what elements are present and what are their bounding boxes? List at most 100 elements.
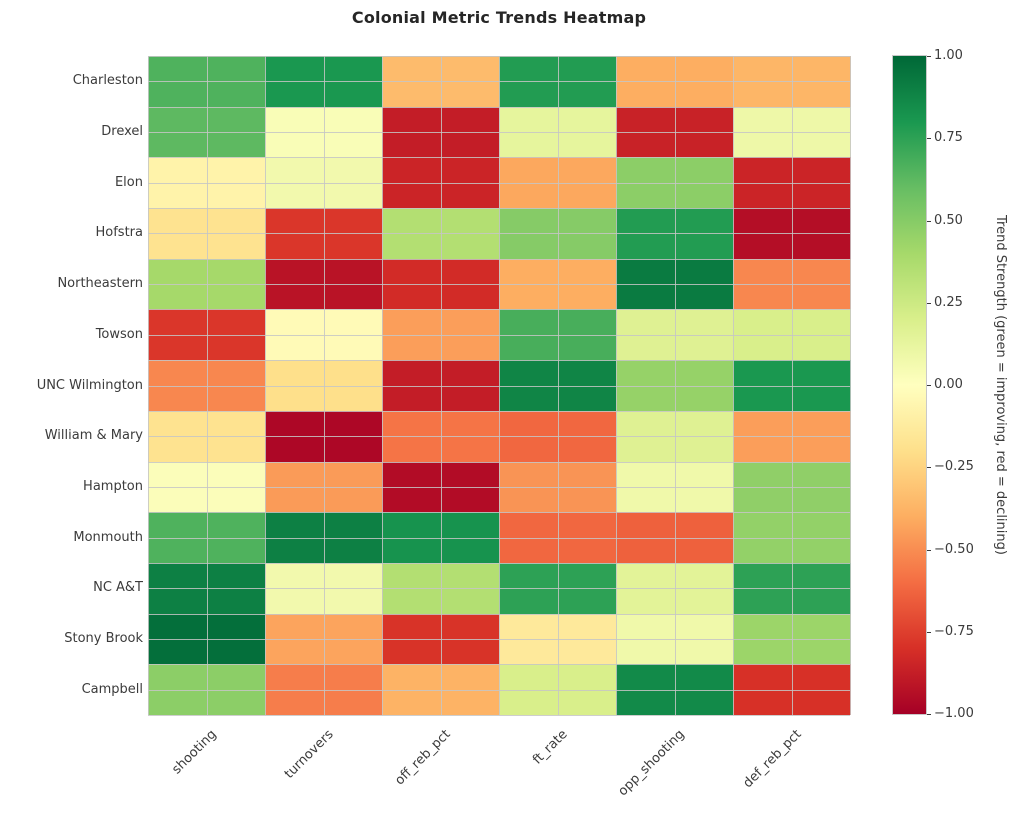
heatmap-cell	[382, 157, 500, 209]
heatmap-cell	[616, 157, 734, 209]
heatmap-cell	[616, 360, 734, 412]
heatmap-cell	[148, 512, 266, 564]
heatmap-cell	[382, 461, 500, 513]
heatmap-cell	[148, 258, 266, 310]
heatmap-cell	[499, 360, 617, 412]
heatmap-cell	[733, 106, 851, 158]
y-tick-label: UNC Wilmington	[36, 377, 143, 393]
heatmap-cell	[265, 106, 383, 158]
colorbar-tick-mark	[927, 56, 931, 57]
heatmap-cell	[616, 56, 734, 108]
heatmap-cell	[616, 208, 734, 260]
colorbar-tick-mark	[927, 631, 931, 633]
heatmap-cell	[499, 664, 617, 716]
heatmap-cell	[382, 360, 500, 412]
heatmap-cell	[499, 410, 617, 463]
heatmap-cell	[616, 410, 734, 463]
y-tick-label: NC A&T	[93, 580, 143, 596]
heatmap-cell	[265, 613, 383, 665]
colorbar-tick-mark	[927, 138, 931, 140]
colorbar-tick-label: 0.75	[934, 130, 963, 146]
heatmap-cell	[382, 512, 500, 564]
heatmap-cell	[733, 56, 851, 108]
colorbar	[892, 55, 927, 715]
heatmap-cell	[616, 562, 734, 615]
heatmap-cell	[265, 208, 383, 260]
heatmap-cell	[148, 562, 266, 615]
heatmap-cell	[148, 410, 266, 463]
heatmap-cell	[382, 613, 500, 665]
x-tick-label: turnovers	[281, 727, 337, 782]
heatmap-cell	[382, 309, 500, 361]
heatmap-cell	[148, 461, 266, 513]
x-tick-label: def_reb_pct	[740, 727, 805, 792]
heatmap-cell	[382, 664, 500, 716]
y-tick-label: Charleston	[72, 73, 143, 89]
heatmap-cell	[148, 106, 266, 158]
heatmap-cell	[499, 613, 617, 665]
heatmap-cell	[265, 309, 383, 361]
colorbar-tick-mark	[927, 549, 931, 551]
y-tick-label: Northeastern	[57, 276, 143, 292]
heatmap-cell	[499, 258, 617, 310]
heatmap-cell	[733, 309, 851, 361]
heatmap-cell	[265, 360, 383, 412]
heatmap-cell	[616, 461, 734, 513]
heatmap-cell	[733, 664, 851, 716]
heatmap-cell	[265, 512, 383, 564]
heatmap-cell	[499, 208, 617, 260]
heatmap-cell	[499, 309, 617, 361]
heatmap-cell	[148, 664, 266, 716]
heatmap-cell	[382, 410, 500, 463]
heatmap-cell	[382, 106, 500, 158]
x-tick-label: shooting	[168, 727, 220, 778]
colorbar-tick-label: −0.25	[934, 459, 974, 475]
x-tick-label: off_reb_pct	[391, 727, 454, 789]
y-tick-label: Drexel	[101, 124, 143, 140]
heatmap-cell	[733, 208, 851, 260]
heatmap-cell	[733, 512, 851, 564]
heatmap-cell	[499, 562, 617, 615]
heatmap-cell	[616, 512, 734, 564]
heatmap-cell	[148, 56, 266, 108]
heatmap-cell	[265, 562, 383, 615]
colorbar-tick-label: 0.25	[934, 294, 963, 310]
y-tick-label: Campbell	[81, 681, 143, 697]
x-tick-label: ft_rate	[529, 727, 571, 768]
heatmap-cell	[499, 512, 617, 564]
heatmap-cell	[382, 562, 500, 615]
heatmap-cell	[733, 157, 851, 209]
chart-title: Colonial Metric Trends Heatmap	[351, 8, 647, 27]
heatmap-cell	[616, 613, 734, 665]
heatmap-cell	[265, 664, 383, 716]
colorbar-tick-mark	[927, 467, 931, 469]
heatmap-cell	[265, 258, 383, 310]
x-tick-label: opp_shooting	[614, 727, 688, 800]
heatmap-cell	[148, 360, 266, 412]
heatmap-cell	[733, 613, 851, 665]
colorbar-tick-label: 0.00	[934, 377, 963, 392]
heatmap-cell	[616, 106, 734, 158]
heatmap-cell	[733, 410, 851, 463]
y-tick-label: Towson	[95, 326, 143, 342]
y-tick-label: Hofstra	[95, 225, 144, 241]
heatmap-cell	[733, 461, 851, 513]
colorbar-tick-mark	[927, 714, 931, 715]
heatmap-cell	[382, 258, 500, 310]
y-tick-label: Stony Brook	[64, 630, 143, 646]
heatmap-cell	[265, 410, 383, 463]
heatmap-cell	[265, 461, 383, 513]
colorbar-tick-mark	[927, 302, 931, 304]
colorbar-tick-label: −1.00	[934, 706, 974, 721]
heatmap-cell	[733, 258, 851, 310]
heatmap-cell	[733, 562, 851, 615]
colorbar-axis-label: Trend Strength (green = improving, red =…	[993, 215, 1008, 555]
heatmap-cell	[616, 258, 734, 310]
colorbar-tick-mark	[927, 385, 931, 386]
heatmap-cell	[148, 613, 266, 665]
heatmap-cell	[733, 360, 851, 412]
y-tick-label: Elon	[114, 174, 143, 190]
y-tick-label: Hampton	[83, 478, 143, 494]
heatmap-plot	[148, 56, 851, 716]
